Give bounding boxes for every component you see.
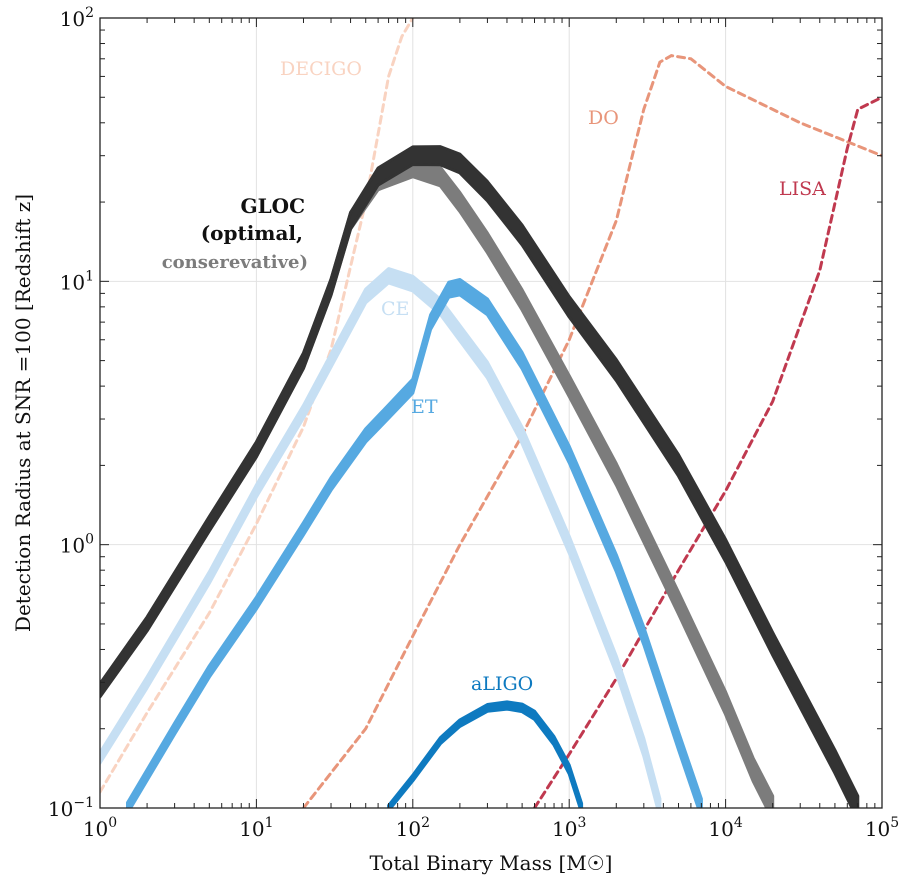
x-tick-label: 104 bbox=[708, 815, 742, 841]
x-tick-label: 100 bbox=[83, 815, 117, 841]
y-tick-label: 102 bbox=[60, 5, 94, 31]
plot-frame bbox=[99, 17, 883, 809]
gloc-label-line1: GLOC bbox=[241, 194, 305, 218]
y-axis-title: Detection Radius at SNR =100 [Redshift z… bbox=[11, 194, 35, 632]
y-tick-label: 100 bbox=[60, 532, 94, 558]
x-tick-label: 103 bbox=[552, 815, 586, 841]
x-tick-label: 102 bbox=[396, 815, 430, 841]
do-line bbox=[302, 54, 882, 808]
y-tick-label: 10−1 bbox=[48, 795, 94, 821]
x-tick-label: 105 bbox=[865, 815, 899, 841]
gloc-label-line3: conserevative) bbox=[162, 252, 308, 273]
ce-band bbox=[100, 267, 662, 808]
aligo-label: aLIGO bbox=[471, 673, 533, 695]
x-axis-title: Total Binary Mass [M☉] bbox=[370, 851, 613, 875]
et-band bbox=[126, 278, 703, 808]
x-tick-label: 101 bbox=[239, 815, 273, 841]
axis-ticks bbox=[99, 17, 883, 809]
aligo-band bbox=[387, 700, 584, 808]
gloc-label-line2: (optimal, bbox=[201, 221, 303, 245]
y-tick-label: 101 bbox=[60, 268, 94, 294]
decigo-label: DECIGO bbox=[280, 58, 362, 80]
ce-label: CE bbox=[381, 298, 409, 320]
do-label: DO bbox=[588, 107, 619, 129]
lisa-label: LISA bbox=[779, 178, 826, 200]
series-layer bbox=[100, 18, 882, 808]
gloc-optimal-band bbox=[100, 145, 860, 808]
lisa-line bbox=[533, 95, 882, 808]
et-label: ET bbox=[411, 396, 438, 418]
